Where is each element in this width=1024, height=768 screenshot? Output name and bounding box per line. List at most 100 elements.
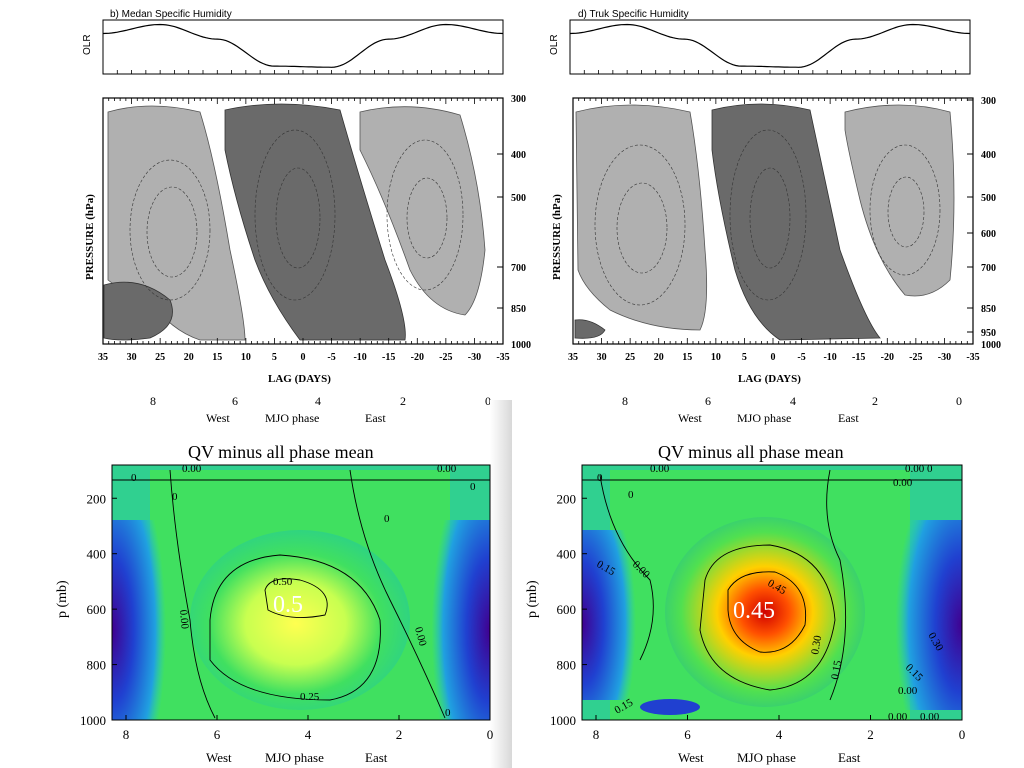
clabel-l-7: 0.00	[412, 626, 429, 648]
panel-medan: b) Medan Specific Humidity OLR 35 30 25 20 1…	[82, 9, 531, 425]
lag-xlabel-medan: LAG (DAYS)	[268, 373, 331, 385]
qv-xlabel-west-left: West	[206, 750, 232, 765]
lag-xtick-labels-medan: 35 30 25 20 15 10 5 0 -5 -10 -15 -20 -25 -30 -35	[98, 352, 510, 363]
lag-xtick-label: 15	[682, 352, 692, 363]
cut-mjo-r: MJO phase	[737, 411, 791, 425]
lag-ytick-label: 1000	[511, 340, 531, 351]
olr-box-medan	[102, 19, 504, 75]
olr-label-medan: OLR	[82, 34, 93, 55]
contours-truk	[594, 129, 941, 306]
moist-blob-corner-medan	[103, 281, 173, 341]
qv-ytick-label: 400	[557, 547, 577, 562]
qv-contours-right	[582, 469, 962, 701]
clabel-l-5: 0.50	[273, 576, 293, 588]
lag-xtick-label: 25	[625, 352, 635, 363]
lag-xtick-label: -10	[353, 352, 366, 363]
qv-xtick-label: 6	[684, 727, 691, 742]
qv-xlabel-east-left: East	[365, 750, 388, 765]
qv-contours-left	[112, 469, 490, 719]
panel-qv-left: QV minus all phase mean 0.00 0 0 0.00 0 …	[55, 442, 493, 765]
lag-ytick-label: 600	[981, 229, 996, 240]
qv-xticks-right: 8 6 4 2 0	[593, 715, 966, 742]
lag-xtick-label: 20	[184, 352, 194, 363]
clabel-r-14: 0.00	[888, 711, 908, 723]
qv-dry-blob-bottom-r	[640, 699, 700, 715]
qv-frame-left	[111, 464, 491, 721]
clabel-l-4: 0	[384, 513, 390, 525]
clabel-l-0: 0.00	[182, 463, 202, 475]
qv-contour-labels-left: 0.00 0 0 0.00 0 0.50 0.00 0.00 0.25 0 0	[131, 463, 476, 719]
moist-region-medan	[224, 103, 406, 341]
clabel-r-12: 0.00	[898, 685, 918, 697]
lag-xtick-label: -30	[468, 352, 481, 363]
lag-ytick-label: 400	[511, 150, 526, 161]
clabel-l-6: 0.00	[177, 609, 191, 630]
lag-xtick-label: -20	[881, 352, 894, 363]
qv-xtick-label: 6	[214, 727, 221, 742]
qv-xtick-label: 8	[593, 727, 600, 742]
qv-title-right: QV minus all phase mean	[658, 442, 844, 462]
qv-ytick-label: 800	[557, 658, 577, 673]
clabel-l-1: 0	[131, 472, 137, 484]
panel-title-medan: b) Medan Specific Humidity	[110, 9, 232, 20]
lag-ytick-label: 1000	[981, 340, 1001, 351]
lag-ylabel-truk: PRESSURE (hPa)	[551, 194, 563, 280]
qv-annotation-left: 0.5	[273, 592, 303, 618]
lag-ytick-label: 850	[511, 304, 526, 315]
qv-dry-left-edge-r	[582, 530, 642, 700]
qv-yticks-left: 200 400 600 800 1000	[80, 491, 117, 728]
cut-tick-8-r: 8	[622, 394, 628, 408]
dry-region-right-truk	[844, 104, 955, 297]
cut-tick-6-l: 6	[232, 394, 238, 408]
qv-xtick-label: 0	[959, 727, 966, 742]
clabel-r-0: 0.00	[650, 463, 670, 475]
lag-minor-ticks-truk	[572, 98, 974, 344]
clabel-r-4: 0.00	[893, 477, 913, 489]
cut-tick-6-r: 6	[705, 394, 711, 408]
lag-xtick-label: -5	[797, 352, 805, 363]
lag-ytick-label: 700	[981, 263, 996, 274]
clabel-r-15: 0.00	[920, 711, 940, 723]
cut-tick-2-r: 2	[872, 394, 878, 408]
panel-title-truk: d) Truk Specific Humidity	[578, 9, 689, 20]
cut-tick-2-l: 2	[400, 394, 406, 408]
cut-west-l: West	[206, 411, 230, 425]
qv-ytick-label: 200	[557, 491, 577, 506]
lag-xtick-label: 35	[568, 352, 578, 363]
lag-xtick-label: 30	[597, 352, 607, 363]
qv-dry-left-edge	[112, 520, 172, 720]
moist-region-truk	[711, 103, 881, 341]
qv-dry-right-edge	[425, 520, 490, 720]
cut-labels-truk: 8 6 4 2 0 West MJO phase East	[622, 394, 962, 425]
lag-ytick-label: 950	[981, 328, 996, 339]
clabel-l-2: 0	[172, 491, 178, 503]
panel-truk: d) Truk Specific Humidity OLR 35 30 25 20 15…	[549, 9, 1001, 425]
qv-ytick-label: 800	[87, 658, 107, 673]
qv-ytick-label: 200	[87, 491, 107, 506]
clabel-r-2: 0	[628, 489, 634, 501]
cut-labels-medan: 8 6 4 2 0 West MJO phase East	[150, 394, 491, 425]
clabel-r-1: 0	[597, 472, 603, 484]
cut-mjo-l: MJO phase	[265, 411, 319, 425]
lag-xtick-label: 5	[742, 352, 747, 363]
lag-xtick-label: -35	[496, 352, 509, 363]
lag-xtick-label: 10	[241, 352, 251, 363]
olr-box-truk	[569, 19, 971, 75]
contours-medan	[129, 129, 464, 301]
qv-ytick-label: 1000	[550, 713, 576, 728]
lag-ytick-label: 500	[981, 193, 996, 204]
clabel-l-10: 0	[470, 481, 476, 493]
qv-xtick-label: 2	[867, 727, 874, 742]
clabel-l-3: 0.00	[437, 463, 457, 475]
clabel-l-8: 0.25	[300, 691, 320, 703]
clabel-r-3: 0.00 0	[905, 463, 933, 475]
qv-xlabel-left: MJO phase	[265, 750, 324, 765]
lag-xtick-label: -20	[411, 352, 424, 363]
clabel-r-8: 0.30	[809, 634, 824, 656]
olr-ticks-truk	[569, 70, 971, 74]
qv-ylabel-left: p (mb)	[55, 580, 70, 618]
dry-region-left-truk	[575, 104, 708, 331]
qv-xlabel-east-right: East	[838, 750, 861, 765]
qv-ytick-label: 600	[557, 602, 577, 617]
